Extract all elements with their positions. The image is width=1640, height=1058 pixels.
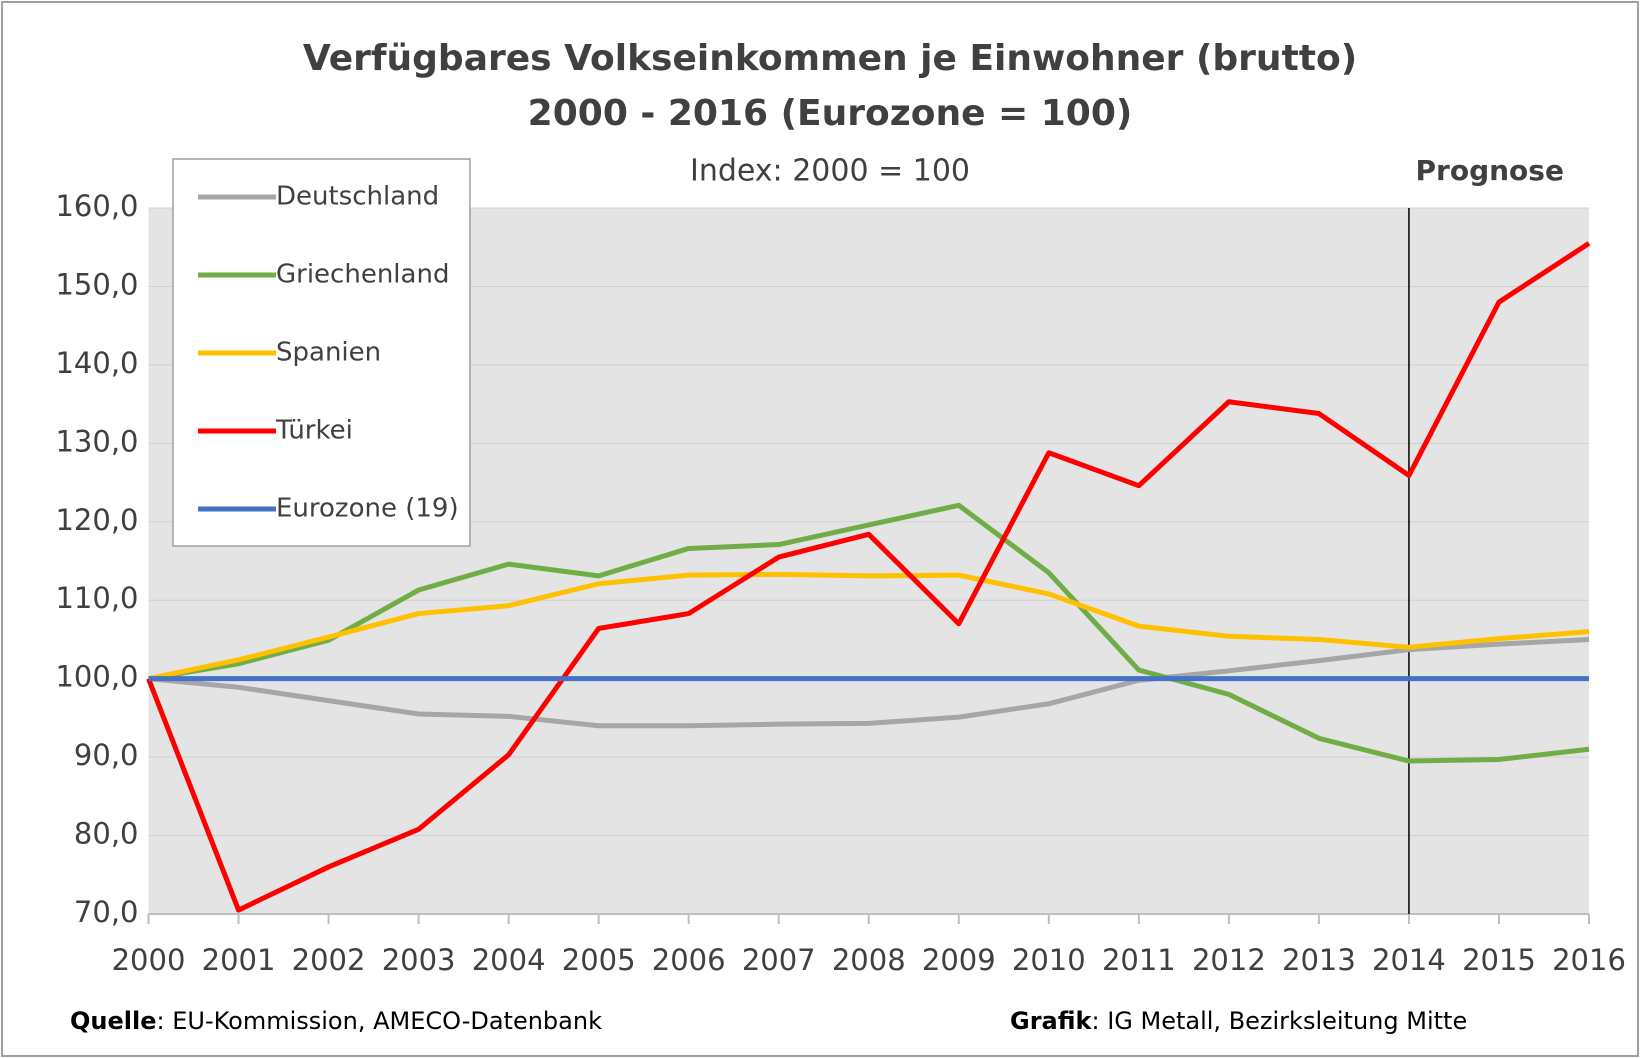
x-tick-label: 2004	[472, 943, 546, 977]
y-tick-label: 130,0	[55, 424, 138, 458]
x-tick-label: 2007	[742, 943, 816, 977]
y-tick-label: 90,0	[74, 738, 139, 772]
credit-text: : IG Metall, Bezirksleitung Mitte	[1091, 1007, 1467, 1035]
x-tick-label: 2000	[112, 943, 186, 977]
legend-label: Griechenland	[276, 260, 449, 290]
series-line	[147, 571, 1590, 682]
x-tick-label: 2010	[1012, 943, 1086, 977]
annotation: Prognose	[1416, 154, 1564, 187]
credit: Grafik: IG Metall, Bezirksleitung Mitte	[1010, 1007, 1467, 1035]
x-tick-label: 2005	[562, 943, 636, 977]
x-tick-label: 2012	[1192, 943, 1266, 977]
source: Quelle: EU-Kommission, AMECO-Datenbank	[70, 1007, 602, 1035]
x-tick-label: 2002	[292, 943, 366, 977]
source-label: Quelle	[70, 1007, 157, 1035]
x-tick-label: 2014	[1372, 943, 1446, 977]
note: Index: 2000 = 100	[690, 154, 970, 189]
x-tick-label: 2008	[832, 943, 906, 977]
legend-label: Türkei	[275, 416, 353, 446]
y-tick-label: 80,0	[74, 817, 139, 851]
y-tick-label: 150,0	[55, 267, 138, 301]
x-tick-label: 2015	[1462, 943, 1536, 977]
y-tick-label: 120,0	[55, 503, 138, 537]
series-line	[148, 636, 1590, 729]
legend-label: Spanien	[276, 338, 381, 368]
x-tick-label: 2016	[1552, 943, 1626, 977]
legend-label: Deutschland	[276, 182, 439, 212]
y-tick-label: 160,0	[55, 189, 138, 223]
series-line	[148, 502, 1590, 764]
series-line	[146, 241, 1591, 913]
chart-title: Verfügbares Volkseinkommen je Einwohner …	[303, 38, 1357, 79]
x-tick-label: 2006	[652, 943, 726, 977]
y-tick-label: 140,0	[55, 346, 138, 380]
y-tick-label: 100,0	[55, 660, 138, 694]
y-tick-label: 70,0	[74, 895, 139, 929]
legend-label: Eurozone (19)	[276, 494, 459, 524]
credit-label: Grafik	[1010, 1007, 1093, 1035]
chart-subtitle: 2000 - 2016 (Eurozone = 100)	[528, 93, 1133, 134]
x-tick-label: 2013	[1282, 943, 1356, 977]
source-text: : EU-Kommission, AMECO-Datenbank	[157, 1007, 603, 1035]
x-tick-label: 2003	[382, 943, 456, 977]
x-tick-label: 2011	[1102, 943, 1176, 977]
x-tick-label: 2009	[922, 943, 996, 977]
x-tick-label: 2001	[202, 943, 276, 977]
y-tick-label: 110,0	[55, 581, 138, 615]
